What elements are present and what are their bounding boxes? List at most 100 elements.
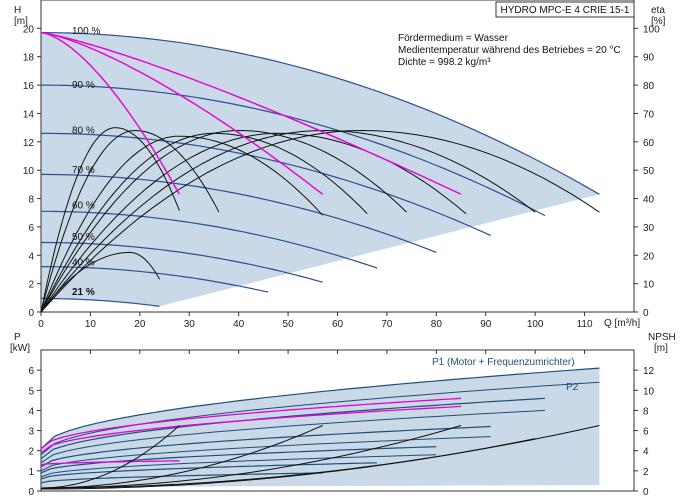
- npsh-axis-label: NPSH: [648, 332, 676, 343]
- y-axis-label: H: [14, 5, 21, 16]
- max-power-curve: [40, 460, 180, 466]
- speed-label: 50 %: [72, 232, 95, 243]
- speed-curve: [40, 32, 600, 195]
- chart-title: HYDRO MPC-E 4 CRIE 15-1: [501, 5, 630, 16]
- max-speed-curve: [40, 31, 462, 195]
- operating-range-area: [41, 32, 600, 307]
- efficiency-curve: [40, 129, 600, 313]
- x-tick-label: 90: [480, 319, 492, 330]
- y-tick-label: 18: [23, 53, 35, 64]
- head-axes: 0 10 20 30 40 50 60 70 80 90 100 110 0 2 4 6 8 10 12 14 16 18…: [23, 0, 660, 330]
- speed-label: 40 %: [72, 257, 95, 268]
- x-tick-label: 70: [381, 319, 393, 330]
- p1-series-label: P1 (Motor + Frequenzumrichter): [432, 357, 575, 368]
- x-tick-label: 110: [577, 319, 593, 330]
- p1-curve: [40, 397, 546, 460]
- speed-curve: [40, 173, 437, 253]
- power-range-area: [41, 368, 600, 487]
- npsh-tick-label: 2: [643, 467, 649, 478]
- max-power-curve: [40, 405, 462, 454]
- y2-tick-label: 0: [643, 308, 649, 319]
- y2-tick-label: 60: [643, 138, 655, 149]
- npsh-tick-label: 6: [643, 427, 649, 438]
- p2-curve: [40, 454, 437, 478]
- y2-axis-label: eta: [651, 5, 665, 16]
- y2-tick-label: 40: [643, 195, 655, 206]
- speed-label: 21 %: [72, 287, 95, 298]
- title-box: [495, 1, 635, 18]
- speed-curve: [40, 84, 546, 217]
- efficiency-curve: [40, 129, 408, 313]
- npsh-tick-label: 10: [643, 386, 655, 397]
- y2-tick-label: 10: [643, 280, 655, 291]
- y-tick-label: 12: [23, 138, 35, 149]
- speed-curve: [41, 210, 378, 269]
- y-tick-label: 20: [23, 24, 35, 35]
- info-line-1: Fördermedium = Wasser: [398, 33, 509, 44]
- x-tick-label: 20: [134, 319, 146, 330]
- y2-tick-label: 70: [643, 109, 655, 120]
- npsh-tick-label: 0: [643, 487, 649, 498]
- p2-series-label: P2: [566, 382, 579, 393]
- npsh-tick-label: 12: [643, 366, 655, 377]
- efficiency-curve: [40, 129, 536, 313]
- y-tick-label: 0: [28, 308, 34, 319]
- speed-label: 80 %: [72, 125, 95, 136]
- x-tick-label: 80: [431, 319, 443, 330]
- y2-axis-unit: [%]: [651, 16, 666, 27]
- p2-curve: [40, 409, 546, 464]
- y-tick-label: 2: [28, 280, 34, 291]
- x-tick-label: 10: [85, 319, 97, 330]
- npsh-tick-label: 4: [643, 447, 649, 458]
- speed-label: 70 %: [72, 165, 95, 176]
- y2-tick-label: 80: [643, 81, 655, 92]
- head-curves: 100 % 90 % 80 % 70 % 60 % 50 % 40 % 21 %: [40, 26, 600, 313]
- y-tick-label: 16: [23, 81, 35, 92]
- x-tick-label: 60: [332, 319, 344, 330]
- x-tick-label: 50: [283, 319, 295, 330]
- max-speed-curve: [40, 31, 324, 195]
- power-tick-label: 6: [28, 366, 34, 377]
- p1-curve: [40, 472, 323, 484]
- speed-label: 60 %: [72, 201, 95, 212]
- x-tick-label: 100: [527, 319, 544, 330]
- y-axis-unit: [m]: [14, 16, 28, 27]
- efficiency-curve: [40, 135, 324, 313]
- power-axis-label: P: [14, 332, 21, 343]
- y-tick-label: 4: [28, 251, 34, 262]
- npsh-tick-label: 8: [643, 406, 649, 417]
- y2-tick-label: 30: [643, 223, 655, 234]
- p2-curve: [40, 436, 491, 472]
- npsh-curve: [40, 425, 462, 489]
- power-tick-label: 4: [28, 406, 34, 417]
- y2-tick-label: 100: [643, 24, 660, 35]
- efficiency-curve: [40, 129, 220, 313]
- speed-curve: [41, 297, 160, 307]
- y2-tick-label: 20: [643, 251, 655, 262]
- operating-range-shading: [41, 32, 600, 307]
- info-line-3: Dichte = 998.2 kg/m³: [398, 57, 491, 68]
- npsh-axis-unit: [m]: [654, 343, 668, 354]
- p1-curve: [40, 462, 378, 480]
- speed-label: 100 %: [72, 26, 100, 37]
- p1-curve: [40, 425, 491, 468]
- x-tick-label: 0: [38, 319, 44, 330]
- y-tick-label: 14: [23, 109, 35, 120]
- power-tick-label: 0: [28, 487, 34, 498]
- info-line-2: Medientemperatur während des Betriebes =…: [398, 45, 621, 56]
- x-tick-label: 30: [184, 319, 196, 330]
- power-tick-label: 3: [28, 427, 34, 438]
- y2-tick-label: 50: [643, 166, 655, 177]
- efficiency-curve: [40, 251, 161, 313]
- max-speed-curve: [40, 31, 181, 195]
- p1-curve: [40, 367, 600, 450]
- y-tick-label: 6: [28, 223, 34, 234]
- power-tick-label: 1: [28, 467, 34, 478]
- speed-label: 90 %: [72, 80, 95, 91]
- speed-curve: [41, 241, 323, 283]
- y-tick-label: 8: [28, 195, 34, 206]
- npsh-curve: [40, 425, 180, 489]
- x-axis-label: Q [m³/h]: [604, 318, 640, 329]
